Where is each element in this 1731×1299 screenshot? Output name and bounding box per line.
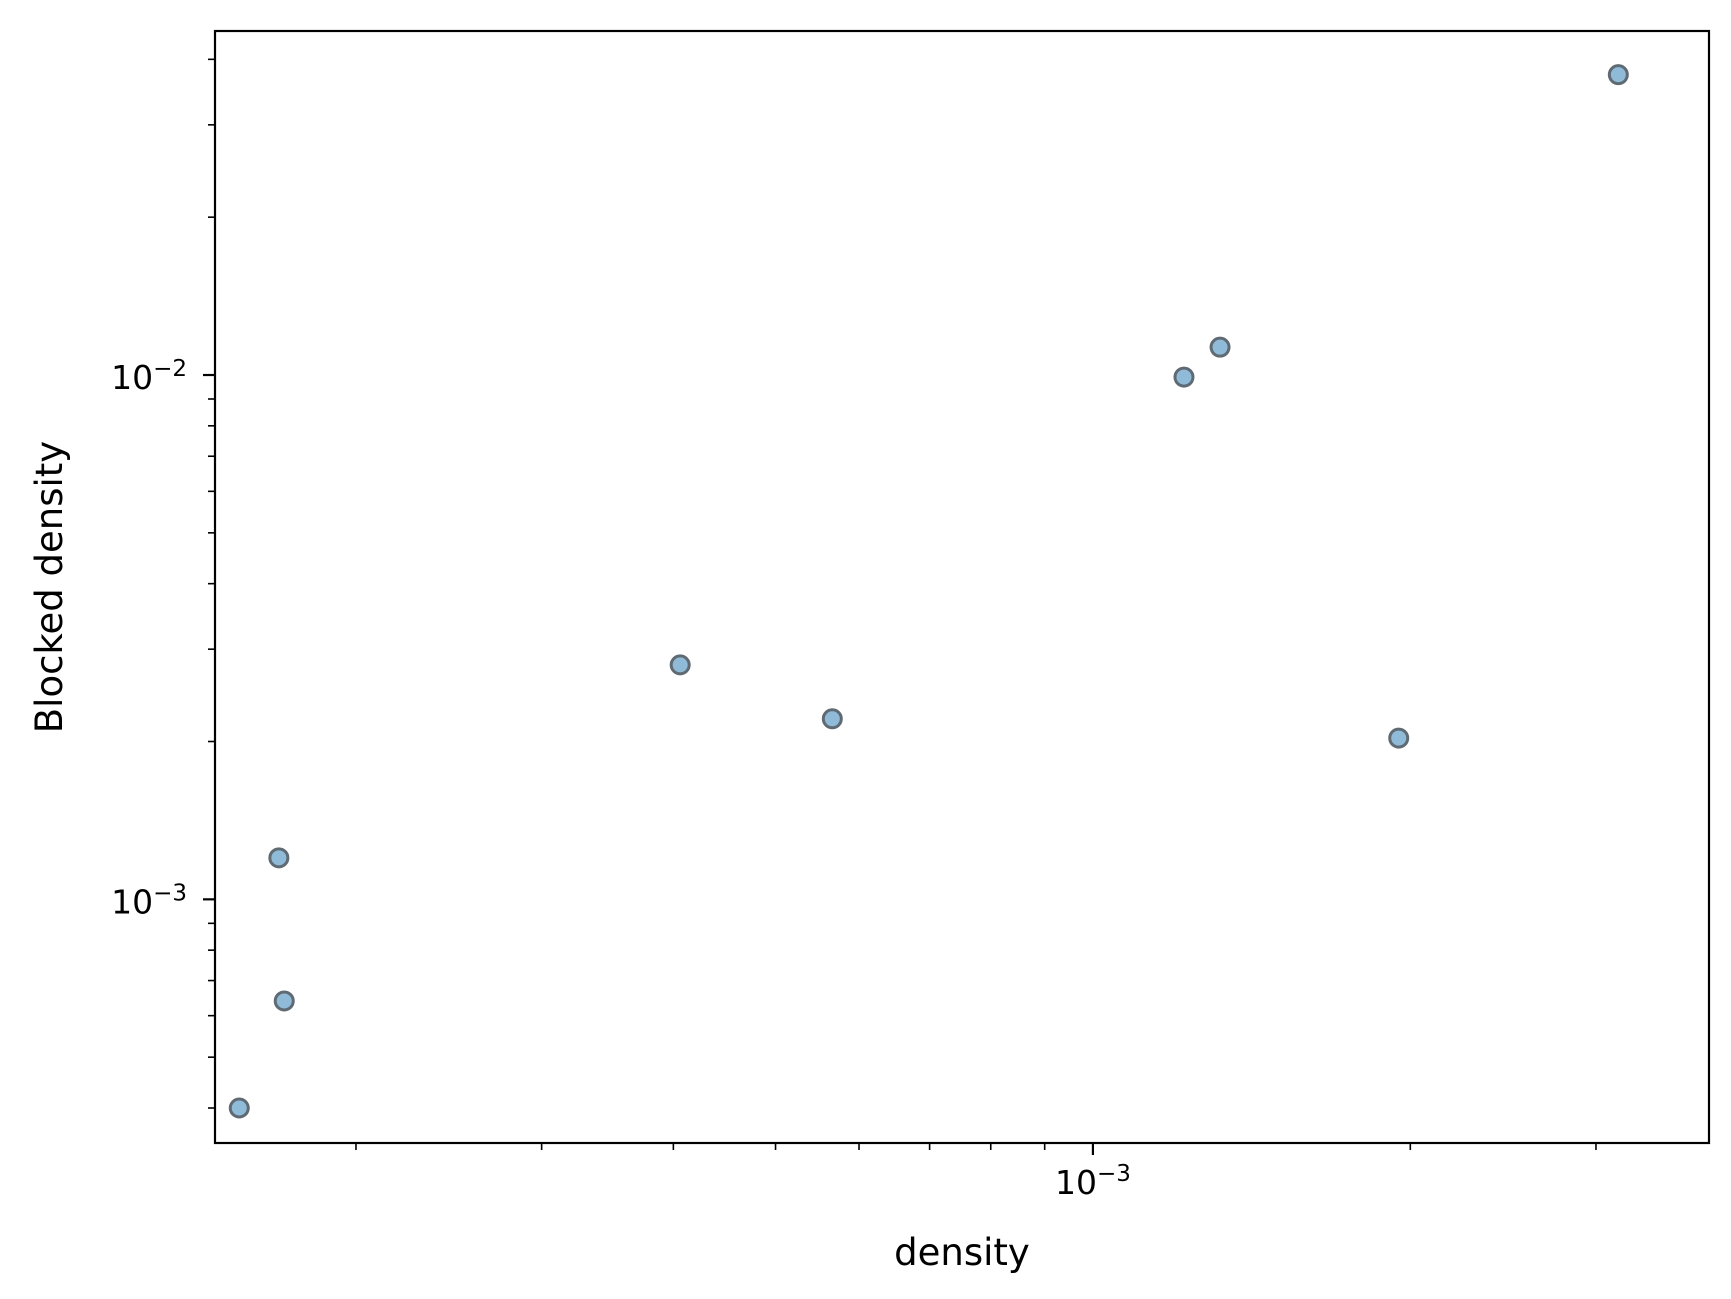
data-point [273,990,295,1012]
plot-frame [213,29,1711,1145]
data-point [1388,727,1410,749]
data-point [669,654,691,676]
y-tick-label: 10−2 [111,356,187,397]
x-tick-label: 10−3 [1055,1161,1131,1202]
data-point [1173,366,1195,388]
major-ticks: 10−3 10−3 10−2 [111,356,1131,1202]
x-axis-label: density [894,1231,1030,1274]
data-points [228,64,1629,1119]
data-point [268,847,290,869]
data-point [1607,64,1629,86]
y-axis-label: Blocked density [28,441,71,733]
minor-ticks [208,58,1597,1150]
y-tick-label: 10−3 [111,880,187,921]
data-point [1209,336,1231,358]
data-point [821,708,843,730]
data-point [228,1097,250,1119]
